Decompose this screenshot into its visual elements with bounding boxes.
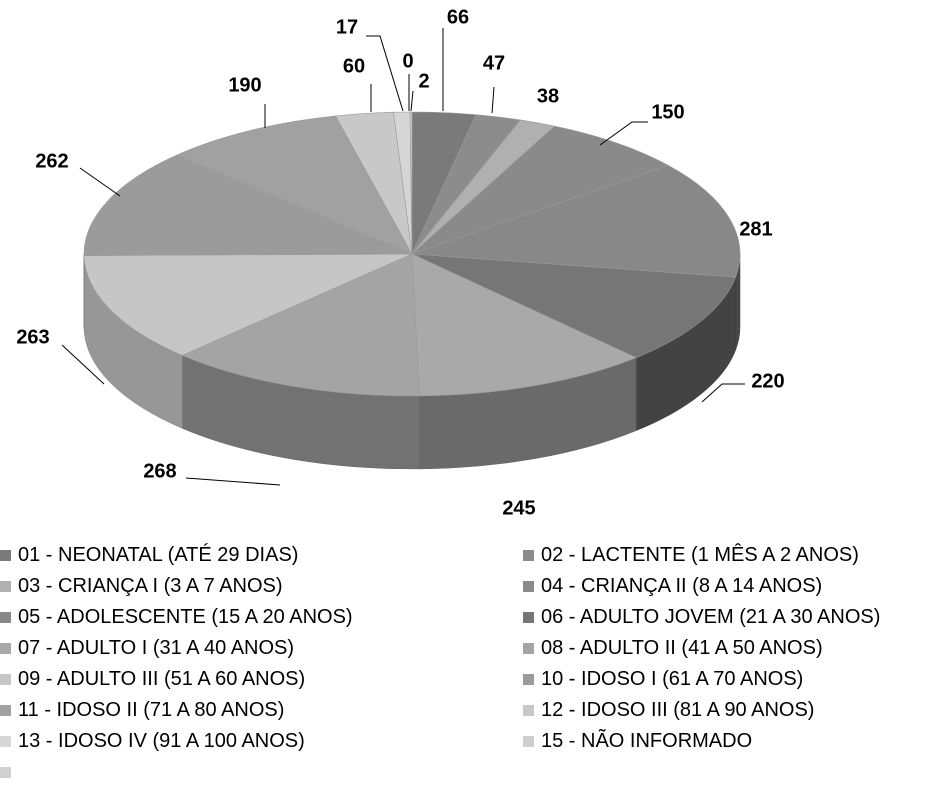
legend-item-12: 12 - IDOSO III (81 A 90 ANOS) <box>523 696 814 724</box>
pie-slice-6 <box>411 253 737 359</box>
legend-swatch <box>523 549 534 561</box>
leader-line-13 <box>366 35 404 112</box>
legend-item-15 <box>0 758 18 786</box>
legend-item-11: 11 - IDOSO II (71 A 80 ANOS) <box>0 696 284 724</box>
legend-swatch <box>0 704 11 716</box>
legend-swatch <box>0 580 11 592</box>
leader-line-15 <box>410 90 414 112</box>
pie-slice-9 <box>83 253 413 356</box>
pie-chart: 66 47 38 150 281 220 245 268 263 262 190 60 17 02 <box>16 6 784 519</box>
legend-label: 05 - ADOLESCENTE (15 A 20 ANOS) <box>18 605 353 628</box>
data-label-3: 38 <box>537 85 559 107</box>
legend-label: 13 - IDOSO IV (91 A 100 ANOS) <box>18 729 305 752</box>
legend-item-5: 05 - ADOLESCENTE (15 A 20 ANOS) <box>0 603 353 631</box>
leader-line-10 <box>79 167 121 197</box>
legend-item-14: 15 - NÃO INFORMADO <box>523 727 752 755</box>
data-label-7: 245 <box>502 497 535 519</box>
legend-swatch <box>523 704 534 716</box>
legend-item-3: 03 - CRIANÇA I (3 A 7 ANOS) <box>0 572 283 600</box>
pie-slice-4 <box>411 125 670 255</box>
legend-label: 04 - CRIANÇA II (8 A 14 ANOS) <box>541 574 823 597</box>
data-label-11: 190 <box>228 74 261 96</box>
legend-swatch <box>0 735 11 747</box>
pie-slice-15 <box>409 111 413 255</box>
pie-slice-11 <box>175 115 413 255</box>
pie-slice-5 <box>411 165 741 278</box>
legend-item-6: 06 - ADULTO JOVEM (21 A 30 ANOS) <box>523 603 880 631</box>
legend-swatch <box>523 611 534 623</box>
leader-line-6 <box>701 383 745 403</box>
data-label-4: 150 <box>651 101 684 123</box>
leader-line-2 <box>491 86 495 114</box>
legend-swatch <box>0 766 11 778</box>
legend-item-2: 02 - LACTENTE (1 MÊS A 2 ANOS) <box>523 541 859 569</box>
data-label-6: 220 <box>751 370 784 392</box>
pie-slice-8 <box>181 253 420 397</box>
data-label-10: 262 <box>35 150 68 172</box>
legend-label: 10 - IDOSO I (61 A 70 ANOS) <box>541 667 804 690</box>
legend-label: 02 - LACTENTE (1 MÊS A 2 ANOS) <box>541 543 859 566</box>
legend-label: 01 - NEONATAL (ATÉ 29 DIAS) <box>18 543 299 566</box>
legend-label: 03 - CRIANÇA I (3 A 7 ANOS) <box>18 574 283 597</box>
legend-label: 09 - ADULTO III (51 A 60 ANOS) <box>18 667 306 690</box>
data-label-12: 60 <box>343 55 365 77</box>
legend-item-4: 04 - CRIANÇA II (8 A 14 ANOS) <box>523 572 822 600</box>
legend-item-10: 10 - IDOSO I (61 A 70 ANOS) <box>523 665 803 693</box>
legend-item-13: 13 - IDOSO IV (91 A 100 ANOS) <box>0 727 305 755</box>
legend-swatch <box>0 611 11 623</box>
legend-swatch <box>523 673 534 685</box>
legend-label: 08 - ADULTO II (41 A 50 ANOS) <box>541 636 823 659</box>
leader-line-8 <box>185 477 281 486</box>
leader-line-9 <box>61 344 105 385</box>
data-label-15: 2 <box>418 70 429 92</box>
legend-label: 11 - IDOSO II (71 A 80 ANOS) <box>18 698 285 721</box>
pie-slice-10 <box>83 154 413 256</box>
legend-label: 12 - IDOSO III (81 A 90 ANOS) <box>541 698 815 721</box>
legend-item-9: 09 - ADULTO III (51 A 60 ANOS) <box>0 665 305 693</box>
legend-swatch <box>523 580 534 592</box>
leader-line-4 <box>599 121 648 146</box>
data-label-8: 268 <box>143 460 176 482</box>
data-label-5: 281 <box>739 218 772 240</box>
legend-swatch <box>523 642 534 654</box>
data-label-2: 47 <box>483 52 505 74</box>
legend-swatch <box>0 673 11 685</box>
legend-item-1: 01 - NEONATAL (ATÉ 29 DIAS) <box>0 541 298 569</box>
legend-swatch <box>0 549 11 561</box>
legend-swatch <box>0 642 11 654</box>
legend-label: 07 - ADULTO I (31 A 40 ANOS) <box>18 636 295 659</box>
data-label-9: 263 <box>16 326 49 348</box>
data-label-13: 17 <box>336 16 358 38</box>
legend-item-7: 07 - ADULTO I (31 A 40 ANOS) <box>0 634 294 662</box>
legend-label: 06 - ADULTO JOVEM (21 A 30 ANOS) <box>541 605 881 628</box>
data-label-14: 0 <box>402 50 413 72</box>
legend-swatch <box>523 735 534 747</box>
legend-item-8: 08 - ADULTO II (41 A 50 ANOS) <box>523 634 823 662</box>
legend-label: 15 - NÃO INFORMADO <box>541 729 753 752</box>
pie-slice-7 <box>411 253 637 397</box>
data-label-1: 66 <box>447 6 469 28</box>
